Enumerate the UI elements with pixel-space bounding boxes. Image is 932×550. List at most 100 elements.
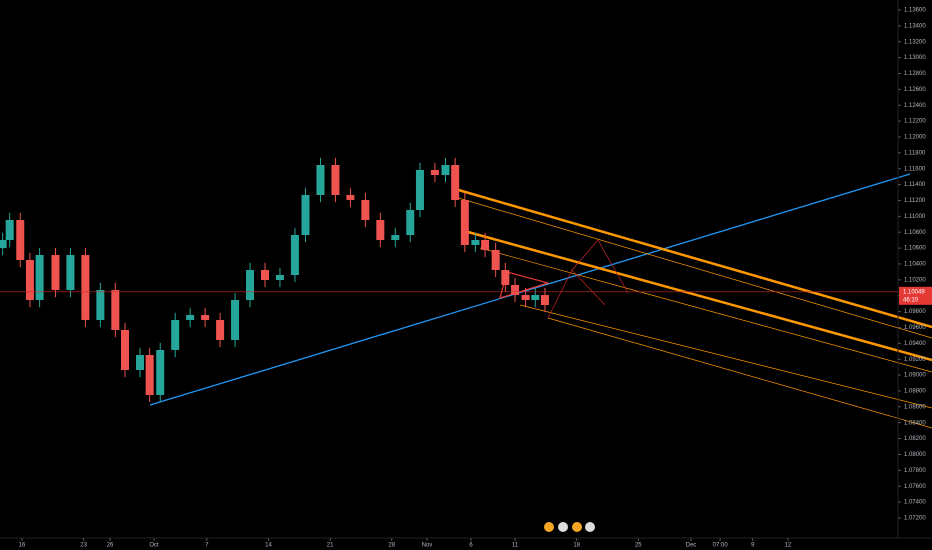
candle [216, 312, 225, 348]
candle [406, 202, 415, 243]
candle-body [121, 329, 130, 370]
candle [96, 282, 105, 328]
candle [361, 192, 370, 228]
candle [471, 232, 480, 253]
candle-body [156, 349, 165, 395]
drawings [149, 173, 932, 429]
candle [145, 347, 154, 403]
candle [511, 277, 520, 303]
y-tick-label: 1.11200 [904, 198, 926, 204]
y-tick-label: 1.08600 [904, 404, 926, 410]
triangle [499, 271, 551, 299]
x-tick-label: Oct [149, 543, 159, 549]
x-tick-label: 16 [19, 543, 26, 549]
x-tick-label: 12 [785, 543, 792, 549]
x-tick-label: 9 [751, 543, 755, 549]
candle [186, 307, 195, 328]
candle-body [5, 219, 14, 240]
candle-body [145, 354, 154, 395]
y-tick-label: 1.07600 [904, 484, 926, 490]
candle [501, 262, 510, 293]
candle-body [301, 194, 310, 235]
candle-body [391, 234, 400, 240]
channel-line [454, 187, 932, 329]
candle [35, 247, 44, 308]
toolbar-icons [544, 522, 595, 532]
candle [171, 312, 180, 358]
candle [331, 157, 340, 203]
candle-body [501, 269, 510, 285]
x-tick-label: 7 [205, 543, 209, 549]
projection [571, 269, 606, 306]
y-tick-label: 1.13000 [904, 55, 926, 61]
candle-body [511, 284, 520, 295]
countdown: 46:10 [903, 297, 919, 303]
candle [5, 212, 14, 248]
candle [301, 187, 310, 243]
candle [135, 347, 144, 378]
candle-body [361, 199, 370, 220]
candle [66, 247, 75, 298]
x-tick-label: 26 [107, 543, 114, 549]
candle-body [111, 289, 120, 330]
x-tick-label: 07:00 [713, 543, 729, 549]
y-tick-label: 1.09200 [904, 357, 926, 363]
candle-body [441, 164, 450, 175]
channel-line [479, 247, 932, 373]
candle-body [186, 314, 195, 320]
candle-body [415, 169, 424, 210]
candle-body [51, 254, 60, 290]
x-tick-label: 21 [327, 543, 334, 549]
candle [111, 282, 120, 338]
y-tick-label: 1.11000 [904, 214, 926, 220]
candle-body [430, 169, 439, 175]
candle [491, 242, 500, 278]
candle [481, 232, 490, 258]
x-tick-label: 28 [388, 543, 395, 549]
x-tick-label: 14 [265, 543, 272, 549]
candle-body [481, 239, 490, 250]
y-tick-label: 1.10400 [904, 262, 926, 268]
x-tick-label: 25 [635, 543, 642, 549]
candle [346, 187, 355, 208]
candle-body [521, 294, 530, 300]
candle-body [491, 249, 500, 270]
candle [460, 192, 469, 253]
y-tick-label: 1.07800 [904, 468, 926, 474]
candle-body [96, 289, 105, 320]
candle [290, 227, 299, 283]
candle-body [35, 254, 44, 300]
candle [521, 287, 530, 308]
y-tick-label: 1.13600 [904, 8, 926, 14]
candle [51, 247, 60, 298]
y-tick-label: 1.12000 [904, 135, 926, 141]
icon [585, 522, 595, 532]
x-tick-label: Dec [686, 543, 697, 549]
candle-body [406, 209, 415, 235]
y-tick-label: 1.11800 [904, 150, 926, 156]
channel-line [519, 304, 932, 409]
candle-body [451, 164, 460, 200]
candle [391, 227, 400, 248]
y-tick-label: 1.09000 [904, 373, 926, 379]
candle [441, 157, 450, 183]
candle-body [460, 199, 469, 245]
candle-body [471, 239, 480, 245]
x-tick-label: Nov [422, 543, 433, 549]
candle-body [81, 254, 90, 320]
candle [246, 262, 255, 308]
y-tick-label: 1.11600 [904, 166, 926, 172]
y-tick-label: 1.12200 [904, 119, 926, 125]
y-tick-label: 1.08200 [904, 436, 926, 442]
candle [451, 157, 460, 208]
x-tick-label: 11 [512, 543, 519, 549]
candle [231, 292, 240, 348]
candle [415, 162, 424, 218]
candle-body [246, 269, 255, 300]
y-tick-label: 1.10600 [904, 246, 926, 252]
y-tick-label: 1.08800 [904, 389, 926, 395]
channel-line [454, 196, 932, 339]
y-tick-label: 1.07400 [904, 500, 926, 506]
